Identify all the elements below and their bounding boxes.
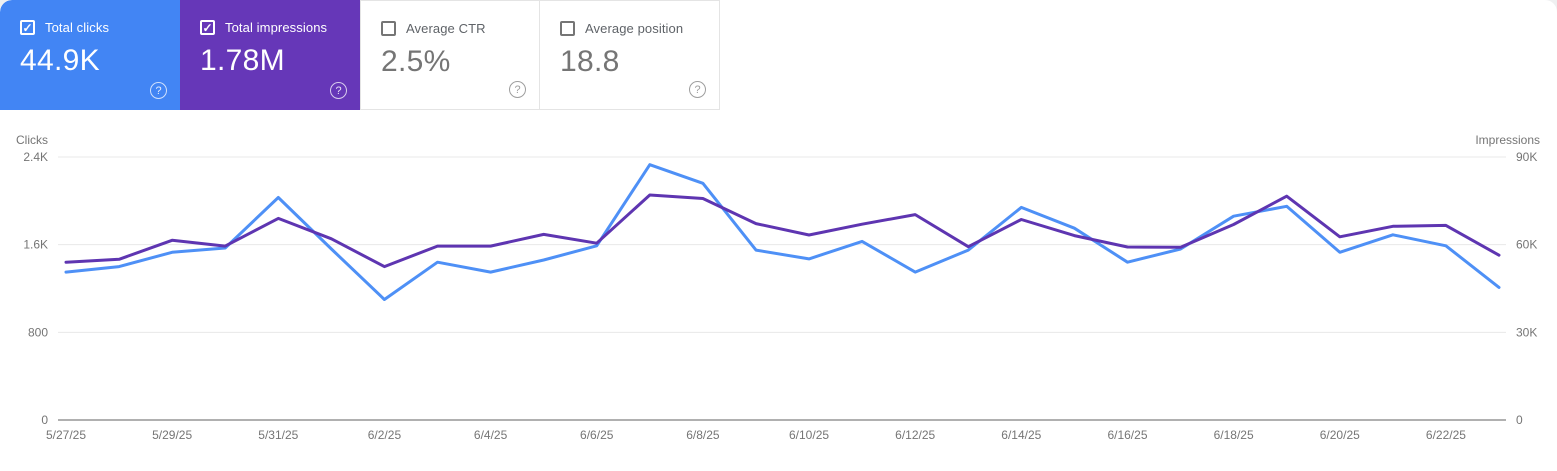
average-position-checkbox[interactable] [560,21,575,36]
x-axis-tick: 6/2/25 [368,428,402,442]
x-axis-tick: 6/14/25 [1001,428,1041,442]
metric-card-label: Total clicks [45,20,110,35]
x-axis-tick: 6/20/25 [1320,428,1360,442]
metric-card-label: Average CTR [406,21,486,36]
metric-card-label: Total impressions [225,20,328,35]
help-icon[interactable]: ? [150,82,167,99]
x-axis-tick: 5/29/25 [152,428,192,442]
help-icon[interactable]: ? [509,81,526,98]
help-icon[interactable]: ? [330,82,347,99]
total-clicks-value: 44.9K [20,44,100,77]
x-axis-tick: 6/8/25 [686,428,720,442]
metric-cards-row: ✓ Total clicks 44.9K ? ✓ Total impressio… [0,0,1557,110]
x-axis-tick: 5/27/25 [46,428,86,442]
y-axis-tick-left: 0 [41,413,48,427]
metric-card-total-clicks[interactable]: ✓ Total clicks 44.9K ? [0,0,180,110]
x-axis-tick: 6/4/25 [474,428,508,442]
average-ctr-value: 2.5% [381,45,451,78]
metric-card-total-impressions[interactable]: ✓ Total impressions 1.78M ? [180,0,360,110]
average-ctr-checkbox[interactable] [381,21,396,36]
total-impressions-checkbox[interactable]: ✓ [200,20,215,35]
metric-card-label-row: ✓ Total clicks [20,20,160,35]
y-axis-tick-right: 60K [1516,238,1537,252]
total-impressions-value: 1.78M [200,44,285,77]
metric-card-average-ctr[interactable]: Average CTR 2.5% ? [360,0,540,110]
average-position-value: 18.8 [560,45,620,78]
x-axis-tick: 6/12/25 [895,428,935,442]
x-axis-tick: 5/31/25 [258,428,298,442]
x-axis-tick: 6/6/25 [580,428,614,442]
right-axis-title: Impressions [1475,133,1540,147]
total-clicks-checkbox[interactable]: ✓ [20,20,35,35]
metric-card-label: Average position [585,21,684,36]
x-axis-tick: 6/22/25 [1426,428,1466,442]
y-axis-tick-left: 2.4K [23,150,48,164]
metric-card-label-row: ✓ Total impressions [200,20,340,35]
x-axis-tick: 6/10/25 [789,428,829,442]
clicks-line [64,163,1501,301]
help-icon[interactable]: ? [689,81,706,98]
left-axis-title: Clicks [16,133,48,147]
y-axis-tick-right: 0 [1516,413,1523,427]
clicks-impressions-line-chart[interactable]: Clicks Impressions 0 800 1.6K 2.4K 0 30K 60K 90K 5… [0,110,1557,471]
x-axis-tick: 6/16/25 [1107,428,1147,442]
performance-chart[interactable]: Clicks Impressions 0 800 1.6K 2.4K 0 30K 60K 90K 5… [0,110,1557,471]
metric-card-average-position[interactable]: Average position 18.8 ? [540,0,720,110]
impressions-line [64,193,1501,269]
y-axis-tick-left: 800 [28,325,48,339]
y-axis-tick-left: 1.6K [23,238,48,252]
metric-card-label-row: Average position [560,21,699,36]
y-axis-tick-right: 30K [1516,325,1537,339]
y-axis-tick-right: 90K [1516,150,1537,164]
x-axis-tick: 6/18/25 [1214,428,1254,442]
metric-card-label-row: Average CTR [381,21,519,36]
